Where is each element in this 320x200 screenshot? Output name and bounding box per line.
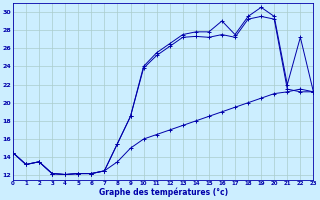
X-axis label: Graphe des températures (°c): Graphe des températures (°c) (99, 188, 228, 197)
